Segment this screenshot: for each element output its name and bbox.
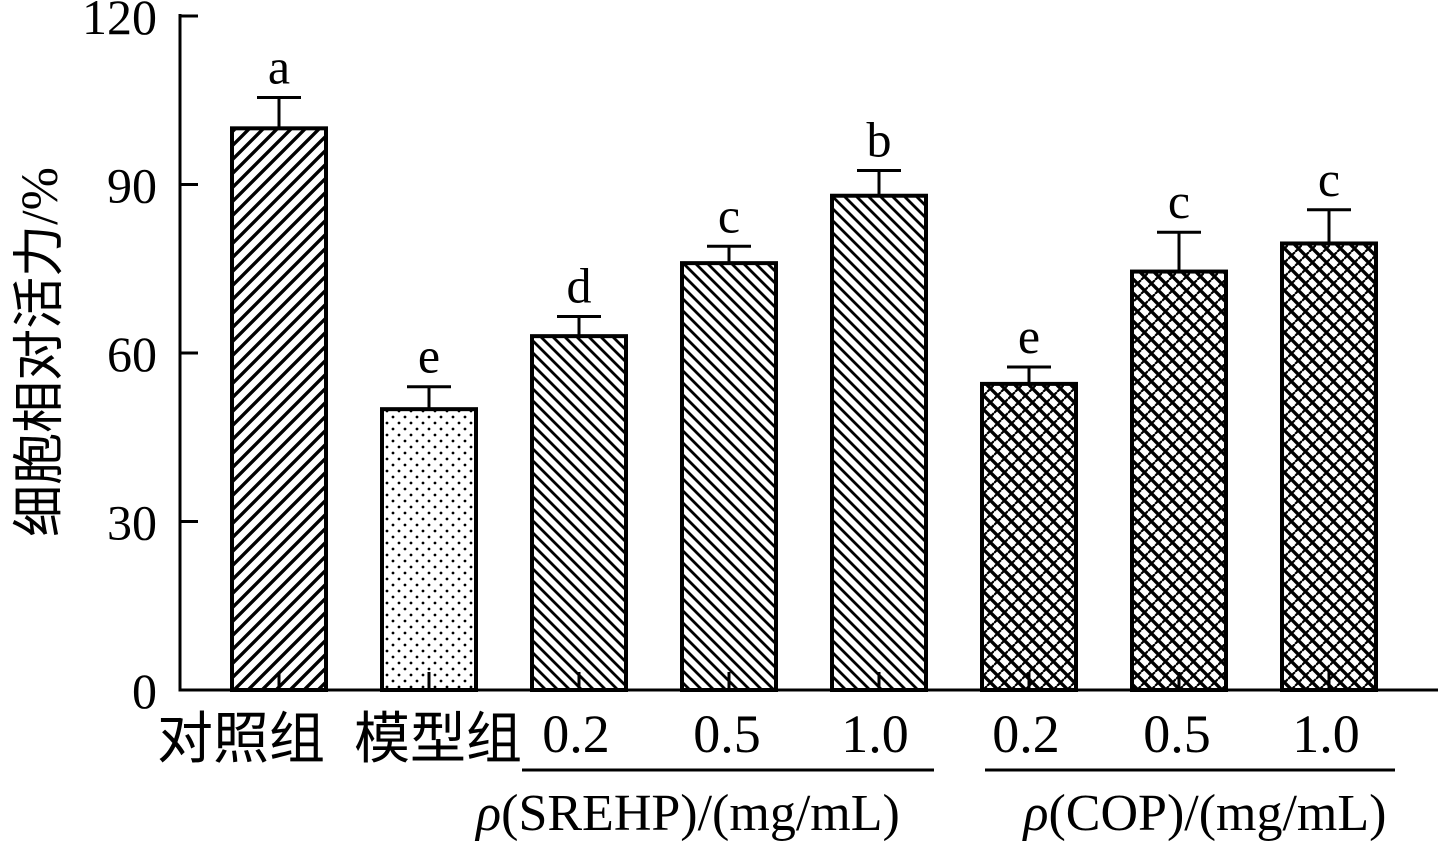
significance-letter: e [418, 328, 440, 384]
significance-letter: e [1018, 308, 1040, 364]
y-tick-label: 120 [82, 0, 157, 45]
y-tick-label: 60 [107, 326, 157, 382]
bar [380, 407, 478, 692]
significance-letter: d [567, 257, 592, 313]
group-label-symbol: ρ [1022, 785, 1049, 842]
x-tick-label: 1.0 [841, 704, 909, 764]
x-tick-label: 模型组 [354, 709, 522, 771]
bar [1280, 241, 1378, 692]
x-tick-label: 0.5 [693, 704, 761, 764]
x-tick-label: 0.5 [1143, 704, 1211, 764]
x-tick-label: 1.0 [1292, 704, 1360, 764]
significance-letter: c [1168, 173, 1190, 229]
significance-letter: a [268, 38, 290, 94]
significance-letter: b [867, 111, 892, 167]
x-tick-label: 0.2 [992, 704, 1060, 764]
bar [980, 381, 1078, 692]
group-label-symbol: ρ [474, 785, 501, 842]
bar [830, 193, 928, 692]
bar [230, 126, 328, 693]
y-axis-title: 细胞相对活力/% [12, 167, 69, 537]
group-label: ρ(COP)/(mg/mL) [1022, 785, 1387, 842]
bar [1130, 269, 1228, 692]
y-tick-label: 0 [132, 663, 157, 719]
dose-group: ρ(COP)/(mg/mL) [985, 768, 1395, 842]
bar [530, 334, 628, 692]
significance-letter: c [718, 187, 740, 243]
significance-letter: c [1318, 151, 1340, 207]
y-tick-label: 30 [107, 495, 157, 551]
x-tick-label: 0.2 [542, 704, 610, 764]
group-label-unit: (SREHP)/(mg/mL) [501, 785, 900, 842]
y-tick-label: 90 [107, 158, 157, 214]
bar [680, 261, 778, 692]
x-tick-label: 对照组 [157, 709, 325, 771]
bars: a 对照组 e 模型组 d 0.2 c 0.5 b 1.0 e 0.2 c 0.5 c 1.0 [157, 38, 1378, 771]
group-label: ρ(SREHP)/(mg/mL) [474, 785, 900, 842]
dose-group: ρ(SREHP)/(mg/mL) [474, 768, 934, 842]
axes: 0 30 60 90 120 细胞相对活力/% [12, 0, 1438, 719]
group-label-unit: (COP)/(mg/mL) [1048, 785, 1386, 842]
